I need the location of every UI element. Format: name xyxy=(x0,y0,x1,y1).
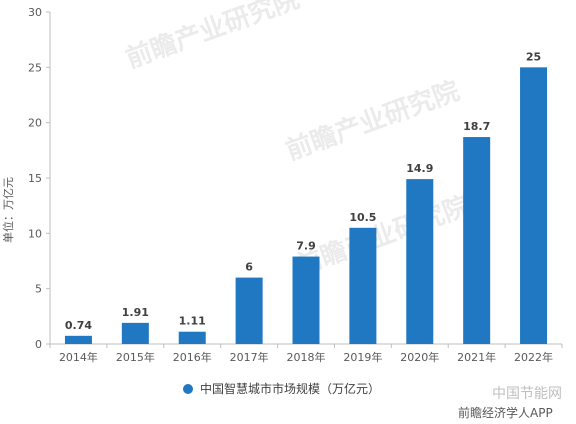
data-label: 6 xyxy=(245,261,253,274)
data-label: 1.11 xyxy=(179,315,206,328)
x-tick-label: 2020年 xyxy=(400,350,439,364)
y-tick-label: 0 xyxy=(35,338,42,351)
y-tick-label: 15 xyxy=(28,172,42,185)
x-ticks: 2014年 2015年 2016年 2017年 2018年 2019年 2020年 2021年… xyxy=(49,344,563,364)
x-tick-label: 2014年 xyxy=(59,350,98,364)
app-watermark: 前瞻经济学人APP xyxy=(458,405,553,420)
data-label: 14.9 xyxy=(406,162,433,175)
y-tick-label: 20 xyxy=(28,117,42,130)
bar xyxy=(235,277,263,344)
legend-marker xyxy=(183,384,193,394)
bar xyxy=(292,256,320,344)
y-tick-label: 30 xyxy=(28,6,42,19)
y-axis: 0 5 10 15 20 25 30 xyxy=(28,6,51,351)
data-label: 7.9 xyxy=(296,240,316,253)
bar xyxy=(64,335,92,344)
bar xyxy=(406,179,434,344)
bar xyxy=(463,137,491,344)
x-tick-label: 2022年 xyxy=(514,350,553,364)
watermark-text: 前瞻产业研究院 xyxy=(282,75,464,166)
x-tick-label: 2015年 xyxy=(116,350,155,364)
data-label: 10.5 xyxy=(349,211,376,224)
bar xyxy=(178,331,206,344)
y-tick-label: 25 xyxy=(28,61,42,74)
data-label: 25 xyxy=(526,50,541,63)
x-tick-label: 2018年 xyxy=(287,350,326,364)
x-tick-label: 2021年 xyxy=(457,350,496,364)
legend-label: 中国智慧城市市场规模（万亿元） xyxy=(200,381,380,396)
y-tick-label: 10 xyxy=(28,227,42,240)
bar xyxy=(121,322,149,344)
y-axis-label: 单位：万亿元 xyxy=(1,177,15,243)
y-tick-label: 5 xyxy=(35,283,42,296)
x-tick-label: 2017年 xyxy=(230,350,269,364)
x-tick-label: 2019年 xyxy=(343,350,382,364)
data-label: 18.7 xyxy=(463,120,490,133)
watermark-text: 前瞻产业研究院 xyxy=(122,0,304,75)
x-tick-label: 2016年 xyxy=(173,350,212,364)
data-label: 0.74 xyxy=(65,319,92,332)
legend: 中国智慧城市市场规模（万亿元） xyxy=(183,381,380,396)
bar xyxy=(520,67,548,344)
bars-group: 0.74 1.91 1.11 6 7.9 10.5 14.9 18.7 25 xyxy=(64,50,548,344)
data-label: 1.91 xyxy=(122,306,149,319)
site-watermark: 中国节能网 xyxy=(492,386,562,402)
bar xyxy=(349,227,377,344)
